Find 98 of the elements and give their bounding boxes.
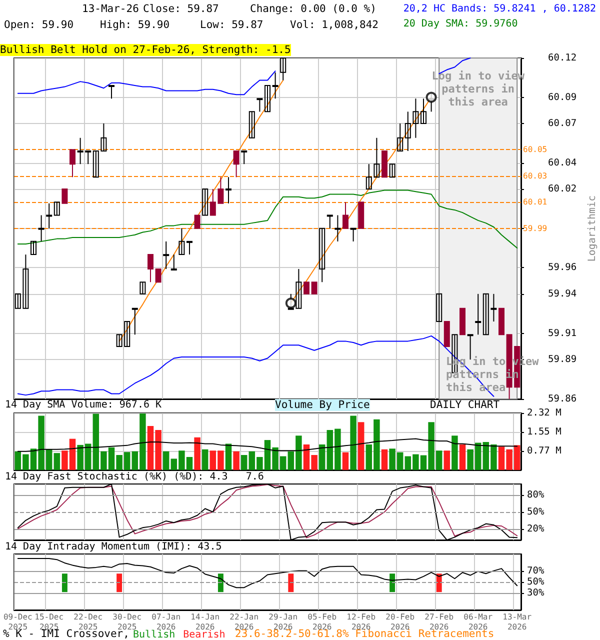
y-tick-label: 80%	[527, 490, 544, 501]
y-tick-label: 59.86	[548, 394, 577, 404]
ref-line-label: 60.01	[523, 198, 548, 207]
candlestick	[342, 202, 348, 229]
bar	[452, 436, 458, 470]
line-series	[17, 190, 518, 248]
candlestick	[62, 188, 68, 204]
bar	[350, 416, 356, 470]
candlestick	[319, 228, 326, 283]
line-series	[17, 558, 518, 588]
y-tick-label: 20%	[527, 523, 544, 534]
line-series	[17, 438, 518, 452]
bar	[233, 451, 240, 470]
chart-title: 14 Day Intraday Momentum (IMI): 43.5	[5, 542, 222, 552]
candlestick	[186, 240, 192, 256]
bar	[225, 444, 232, 470]
candlestick	[163, 240, 170, 270]
text: 20,2 HC Bands: 59.8241 , 60.1282	[403, 4, 596, 14]
y-tick-label: 70%	[527, 565, 544, 576]
candlestick	[178, 228, 185, 256]
candlestick	[304, 282, 310, 294]
text: Change: 0.00 (0.0 %)	[250, 3, 376, 15]
candlestick	[202, 188, 208, 216]
text: High: 59.90	[100, 19, 170, 31]
candlestick	[132, 308, 138, 336]
candlestick	[54, 202, 60, 216]
candlestick	[241, 150, 248, 165]
candlestick	[311, 282, 318, 294]
y-tick-label: 50%	[527, 576, 544, 588]
candlestick	[350, 228, 356, 242]
x-tick-label: 13-Mar 2026	[502, 612, 532, 632]
y-tick-label: 50%	[527, 506, 544, 518]
candlestick	[30, 240, 36, 256]
text: Vol: 1,008,842	[290, 19, 379, 31]
text: Low: 59.87	[200, 19, 264, 31]
candlestick	[170, 254, 177, 270]
bar	[162, 451, 170, 470]
y-tick-label: 60.12	[548, 52, 577, 64]
annotation: DAILY CHART	[430, 399, 500, 411]
candlestick	[256, 98, 263, 112]
candlestick	[70, 149, 76, 178]
x-tick-label: 14-Jan 2026	[190, 612, 220, 632]
candlestick	[264, 84, 270, 112]
text: Bullish	[133, 630, 176, 640]
candlestick	[46, 202, 52, 229]
candlestick	[389, 164, 396, 178]
text: Close: 59.87	[143, 3, 219, 15]
text: Bullish Belt Hold on 27-Feb-26, Strength: -1.5	[0, 44, 291, 56]
bar	[459, 444, 466, 470]
bar	[342, 452, 349, 470]
candlestick	[226, 176, 232, 204]
y-tick-label: 60.02	[548, 183, 577, 194]
bar	[358, 422, 364, 470]
candlestick	[272, 72, 278, 100]
y-tick-label: 30%	[527, 588, 544, 599]
y-axis-title: Logarithmic	[586, 195, 598, 262]
y-tick-label: 1.55 M	[527, 426, 562, 438]
candlestick	[38, 214, 44, 242]
bar	[318, 444, 326, 470]
text: Open: 59.90	[4, 19, 74, 31]
text: 20 Day SMA: 59.9760	[403, 18, 518, 30]
candlestick	[140, 282, 146, 294]
y-tick-label: 2.32 M	[527, 408, 562, 418]
candlestick	[108, 84, 114, 100]
candlestick	[248, 111, 255, 138]
candlestick	[420, 98, 426, 124]
candlestick	[475, 293, 482, 336]
bar	[381, 449, 388, 470]
y-tick-label: 59.89	[548, 354, 577, 366]
y-tick-label: 59.94	[548, 288, 577, 300]
bar	[54, 453, 60, 470]
candlestick	[326, 214, 333, 229]
y-tick-label: 60.07	[548, 118, 577, 129]
chart-title: 14 Day Fast Stochastic (%K) (%D): 4.3 7.6	[5, 472, 264, 482]
bar	[444, 450, 450, 470]
ref-line-label: 60.03	[523, 171, 548, 180]
chart-title: 14 Day SMA Volume: 967.6 K	[5, 400, 162, 410]
bar	[194, 437, 200, 470]
text: Bearish	[183, 630, 226, 640]
candlestick	[233, 150, 240, 178]
candlestick	[334, 214, 341, 242]
bar	[202, 449, 208, 470]
candlestick	[148, 254, 154, 283]
candlestick	[397, 122, 404, 152]
candlestick	[155, 268, 162, 283]
y-tick-label: 59.96	[548, 262, 577, 274]
candlestick	[467, 334, 474, 360]
candlestick	[436, 293, 442, 322]
y-tick-label: 59.91	[548, 328, 577, 339]
ref-line-label: 59.99	[523, 224, 548, 233]
text: 13-Mar-26	[82, 3, 139, 15]
y-tick-label: 0.77 M	[527, 446, 562, 457]
y-tick-label: 60.04	[548, 157, 577, 168]
annotation: Volume By Price	[275, 399, 370, 411]
candlestick	[194, 214, 200, 229]
bar	[240, 455, 248, 470]
y-tick-label: 60.09	[548, 92, 577, 103]
ref-line-label: 60.05	[523, 145, 548, 154]
